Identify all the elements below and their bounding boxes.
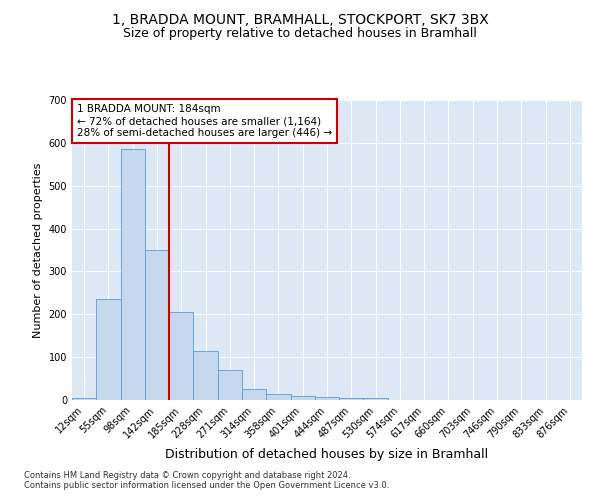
Text: Size of property relative to detached houses in Bramhall: Size of property relative to detached ho… (123, 28, 477, 40)
Text: 1 BRADDA MOUNT: 184sqm
← 72% of detached houses are smaller (1,164)
28% of semi-: 1 BRADDA MOUNT: 184sqm ← 72% of detached… (77, 104, 332, 138)
Bar (169, 312, 193, 400)
Bar (145, 250, 169, 400)
Bar (339, 398, 364, 400)
Text: Contains HM Land Registry data © Crown copyright and database right 2024.
Contai: Contains HM Land Registry data © Crown c… (24, 470, 389, 490)
Y-axis label: Number of detached properties: Number of detached properties (33, 162, 43, 338)
Bar (290, 396, 315, 400)
Bar (193, 350, 218, 400)
Bar (242, 390, 266, 400)
Bar (96, 300, 121, 400)
Bar (72, 398, 96, 400)
Bar (364, 398, 388, 400)
X-axis label: Distribution of detached houses by size in Bramhall: Distribution of detached houses by size … (166, 448, 488, 461)
Bar (218, 370, 242, 400)
Bar (266, 394, 290, 400)
Bar (121, 150, 145, 400)
Text: 1, BRADDA MOUNT, BRAMHALL, STOCKPORT, SK7 3BX: 1, BRADDA MOUNT, BRAMHALL, STOCKPORT, SK… (112, 12, 488, 26)
Bar (315, 397, 339, 400)
